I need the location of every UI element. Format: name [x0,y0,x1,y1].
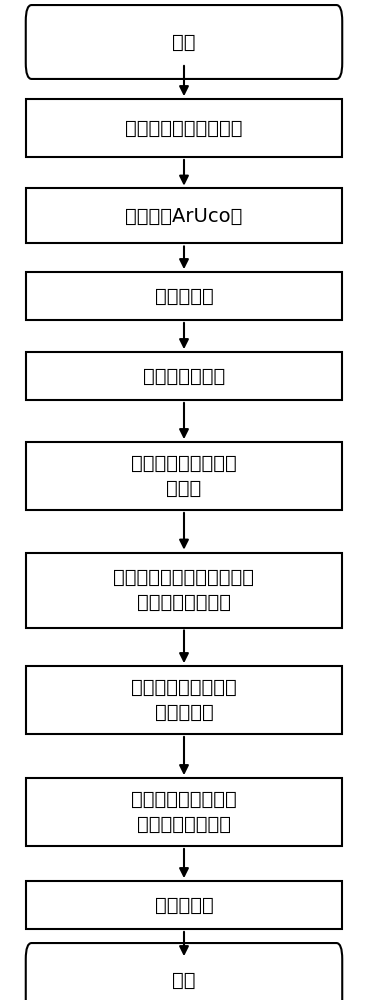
Text: 工业相机的安装和标定: 工业相机的安装和标定 [125,118,243,137]
Bar [26,272,342,320]
Text: 控制提升、平移、回转机构
进行管片初调定位: 控制提升、平移、回转机构 进行管片初调定位 [113,568,255,612]
FancyBboxPatch shape [26,943,342,1000]
Bar [26,188,342,243]
Text: 管片布置ArUco码: 管片布置ArUco码 [125,207,243,226]
Bar [26,666,342,734]
Bar [26,778,342,846]
Text: 控制偏转、微调油缸
进行管片微调定位: 控制偏转、微调油缸 进行管片微调定位 [131,790,237,834]
Text: 开始: 开始 [172,32,196,51]
Bar [26,881,342,929]
Text: 特征点重合: 特征点重合 [155,896,213,914]
Bar [26,442,342,510]
Bar [26,352,342,400]
FancyBboxPatch shape [26,5,342,79]
Text: 结束: 结束 [172,970,196,990]
Text: 计算待拼装点与期望
点偏差: 计算待拼装点与期望 点偏差 [131,454,237,498]
Bar [26,99,342,157]
Bar [26,552,342,628]
Text: 再次计算待拼装点与
期望点偏差: 再次计算待拼装点与 期望点偏差 [131,678,237,722]
Text: 期望位置点预测: 期望位置点预测 [143,366,225,385]
Text: 特征点提取: 特征点提取 [155,286,213,306]
